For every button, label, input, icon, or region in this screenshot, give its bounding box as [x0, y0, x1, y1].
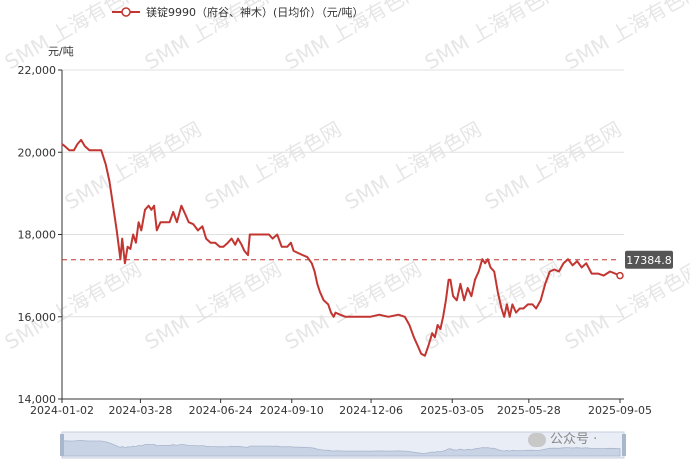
x-tick-label: 2024-09-10	[260, 404, 324, 417]
legend[interactable]: 镁锭9990（府谷、神木）(日均价）（元/吨）	[112, 5, 364, 19]
x-tick-label: 2025-09-05	[588, 404, 652, 417]
legend-label: 镁锭9990（府谷、神木）(日均价）（元/吨）	[146, 5, 364, 19]
watermark-text: SMM 上海有色网	[141, 257, 286, 355]
watermark-text: SMM 上海有色网	[561, 257, 690, 355]
x-tick-label: 2024-12-06	[339, 404, 403, 417]
data-zoom-handle-left[interactable]	[60, 434, 64, 456]
y-tick-label: 18,000	[18, 229, 57, 242]
watermark-text: SMM 上海有色网	[421, 0, 566, 74]
y-tick-label: 16,000	[18, 311, 57, 324]
legend-circle-icon	[121, 7, 131, 17]
y-tick-label: 14,000	[18, 393, 57, 406]
series-end-point	[616, 271, 624, 280]
watermark-text: SMM 上海有色网	[281, 257, 426, 355]
watermark-text: SMM 上海有色网	[201, 117, 346, 215]
x-tick-label: 2025-03-05	[420, 404, 484, 417]
wechat-icon	[528, 432, 546, 447]
y-axis-ticks: 14,000 16,000 18,000 20,000 22,000	[18, 64, 62, 406]
x-tick-label: 2024-06-24	[189, 404, 253, 417]
mark-line-label: 17384.8	[626, 254, 672, 267]
x-axis-ticks: 2024-01-02 2024-03-28 2024-06-24 2024-09-10…	[30, 399, 652, 417]
x-tick-label: 2025-05-28	[497, 404, 561, 417]
watermark-text: SMM 上海有色网	[1, 257, 146, 355]
watermark-text: SMM 上海有色网	[341, 117, 486, 215]
data-zoom-handle-right[interactable]	[622, 434, 626, 456]
watermark-text: SMM 上海有色网	[561, 0, 690, 74]
watermark-text: SMM 上海有色网	[481, 117, 626, 215]
wechat-label: 公众号 ·	[550, 432, 598, 447]
x-tick-label: 2024-03-28	[108, 404, 172, 417]
y-tick-label: 22,000	[18, 64, 57, 77]
y-axis-unit: 元/吨	[48, 45, 74, 58]
series-line-magnesium	[61, 138, 621, 357]
wechat-watermark: 公众号 ·	[528, 428, 597, 447]
mark-line-label-box: 17384.8	[625, 250, 673, 269]
watermark-text: SMM 上海有色网	[61, 117, 206, 215]
data-zoom-preview-area	[61, 439, 621, 457]
y-tick-label: 20,000	[18, 146, 57, 159]
x-tick-label: 2024-01-02	[30, 404, 94, 417]
